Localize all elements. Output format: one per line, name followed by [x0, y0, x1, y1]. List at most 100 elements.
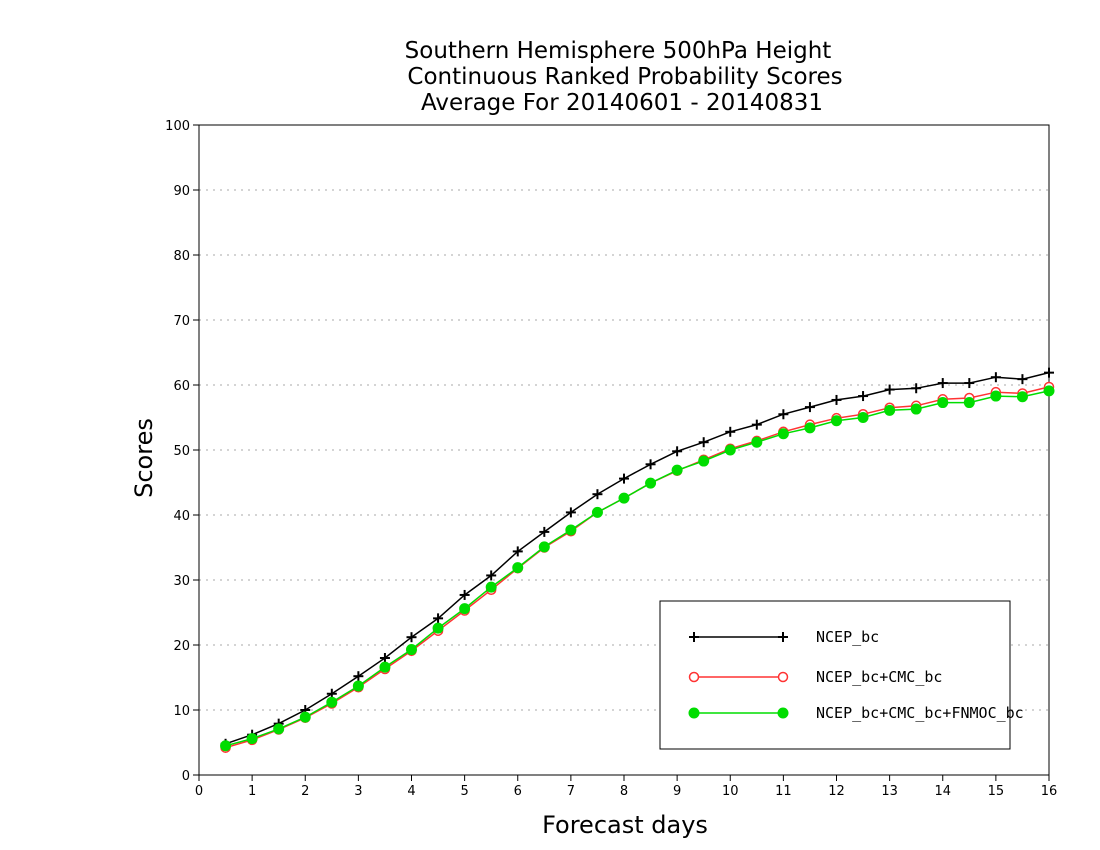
point-ncep-bc-28 — [964, 378, 975, 389]
x-tick-label-16: 16 — [1041, 784, 1058, 799]
y-axis: 0 10 20 30 40 50 60 70 80 90 100 — [165, 119, 199, 784]
point-ncep-bc-15 — [619, 473, 629, 484]
point-ncep-bc-cmc-bc-fnmoc-bc-29 — [990, 390, 1002, 402]
x-tick-label-15: 15 — [988, 784, 1005, 799]
x-axis: 0 1 2 3 4 5 6 7 8 9 10 11 12 13 14 15 16 — [195, 775, 1057, 799]
chart-title: Southern Hemisphere 500hPa Height Contin… — [405, 38, 843, 116]
x-tick-label-4: 4 — [407, 784, 415, 799]
legend-label-ncep-bc-cmc-bc: NCEP_bc+CMC_bc — [816, 668, 942, 686]
point-ncep-bc-30 — [1017, 374, 1028, 385]
x-tick-label-8: 8 — [620, 784, 628, 799]
point-ncep-bc-cmc-bc-fnmoc-bc-21 — [777, 428, 789, 440]
point-ncep-bc-6 — [379, 653, 390, 663]
point-ncep-bc-27 — [937, 378, 948, 389]
point-ncep-bc-cmc-bc-fnmoc-bc-1 — [246, 733, 258, 745]
point-ncep-bc-cmc-bc-fnmoc-bc-16 — [645, 477, 657, 489]
point-ncep-bc-cmc-bc-fnmoc-bc-19 — [724, 444, 736, 456]
point-ncep-bc-cmc-bc-fnmoc-bc-18 — [698, 455, 710, 467]
point-ncep-bc-17 — [672, 446, 683, 457]
point-ncep-bc-22 — [804, 402, 815, 413]
y-tick-label-40: 40 — [173, 509, 190, 524]
point-ncep-bc-cmc-bc-fnmoc-bc-5 — [352, 680, 364, 692]
point-ncep-bc-21 — [778, 409, 789, 420]
series-ncep-bc-cmc-bc-fnmoc-bc — [220, 385, 1055, 752]
legend-marker-end-ncep-bc-cmc-bc — [777, 671, 789, 683]
point-ncep-bc-23 — [831, 394, 842, 405]
y-tick-label-20: 20 — [173, 639, 190, 654]
legend-items: NCEP_bc NCEP_bc+CMC_bc NCEP_bc+CMC_bc+FNMO… — [688, 628, 1024, 722]
point-ncep-bc-cmc-bc-fnmoc-bc-14 — [591, 506, 603, 518]
legend-item-ncep-bc-cmc-bc: NCEP_bc+CMC_bc — [688, 668, 942, 686]
legend-marker-end-ncep-bc-cmc-bc-fnmoc-bc — [777, 707, 789, 719]
y-tick-label-0: 0 — [182, 769, 190, 784]
x-tick-label-10: 10 — [722, 784, 739, 799]
point-ncep-bc-13 — [565, 507, 576, 518]
legend-item-ncep-bc: NCEP_bc — [689, 628, 879, 646]
legend-marker-end-ncep-bc — [778, 632, 788, 642]
chart-title-line-2: Continuous Ranked Probability Scores — [407, 64, 842, 90]
x-axis-label: Forecast days — [542, 811, 708, 839]
point-ncep-bc-cmc-bc-fnmoc-bc-25 — [884, 404, 896, 416]
chart-title-line-1: Southern Hemisphere 500hPa Height — [405, 38, 832, 64]
point-ncep-bc-7 — [406, 632, 417, 643]
point-ncep-bc-cmc-bc-fnmoc-bc-6 — [379, 661, 391, 673]
point-ncep-bc-18 — [698, 437, 709, 448]
point-ncep-bc-cmc-bc-fnmoc-bc-8 — [432, 622, 444, 634]
point-ncep-bc-cmc-bc-fnmoc-bc-3 — [299, 711, 311, 723]
point-ncep-bc-cmc-bc-fnmoc-bc-26 — [910, 403, 922, 415]
legend-marker-start-ncep-bc — [689, 632, 699, 642]
point-ncep-bc-cmc-bc-fnmoc-bc-23 — [831, 415, 842, 427]
point-ncep-bc-cmc-bc-fnmoc-bc-27 — [937, 397, 949, 409]
legend-marker-start-ncep-bc-cmc-bc-fnmoc-bc — [688, 707, 700, 719]
point-ncep-bc-cmc-bc-fnmoc-bc-10 — [485, 581, 497, 593]
point-ncep-bc-19 — [725, 426, 736, 437]
point-ncep-bc-25 — [884, 384, 895, 395]
point-ncep-bc-16 — [645, 459, 656, 470]
point-ncep-bc-cmc-bc-fnmoc-bc-20 — [751, 436, 763, 448]
point-ncep-bc-cmc-bc-fnmoc-bc-22 — [804, 422, 816, 434]
x-tick-label-9: 9 — [673, 784, 681, 799]
point-ncep-bc-cmc-bc-fnmoc-bc-15 — [618, 492, 630, 504]
point-ncep-bc-31 — [1044, 367, 1054, 378]
point-ncep-bc-cmc-bc-fnmoc-bc-2 — [273, 723, 285, 735]
point-ncep-bc-9 — [459, 589, 470, 600]
x-tick-label-0: 0 — [195, 784, 203, 799]
point-ncep-bc-11 — [512, 546, 523, 557]
point-ncep-bc-cmc-bc-fnmoc-bc-9 — [459, 603, 471, 615]
x-tick-label-14: 14 — [934, 784, 951, 799]
chart-title-line-3: Average For 20140601 - 20140831 — [421, 90, 823, 116]
point-ncep-bc-29 — [990, 372, 1001, 383]
point-ncep-bc-10 — [486, 570, 497, 581]
y-tick-label-80: 80 — [173, 249, 190, 264]
point-ncep-bc-cmc-bc-fnmoc-bc-7 — [406, 644, 417, 656]
point-ncep-bc-8 — [433, 613, 444, 624]
x-tick-label-5: 5 — [460, 784, 468, 799]
y-tick-label-10: 10 — [173, 704, 190, 719]
point-ncep-bc-14 — [592, 489, 603, 500]
point-ncep-bc-26 — [911, 383, 922, 394]
point-ncep-bc-cmc-bc-fnmoc-bc-30 — [1016, 391, 1028, 403]
point-ncep-bc-cmc-bc-fnmoc-bc-0 — [220, 740, 232, 752]
y-tick-label-100: 100 — [165, 119, 190, 134]
x-tick-label-12: 12 — [828, 784, 845, 799]
y-tick-label-70: 70 — [173, 314, 190, 329]
point-ncep-bc-5 — [353, 671, 364, 682]
point-ncep-bc-cmc-bc-fnmoc-bc-28 — [963, 397, 975, 409]
x-tick-label-6: 6 — [514, 784, 522, 799]
point-ncep-bc-24 — [858, 391, 869, 402]
legend-box — [659, 600, 1011, 750]
y-tick-label-30: 30 — [173, 574, 190, 589]
legend-marker-start-ncep-bc-cmc-bc — [688, 671, 700, 683]
legend: NCEP_bc NCEP_bc+CMC_bc NCEP_bc+CMC_bc+FNMO… — [659, 600, 1024, 750]
y-tick-label-50: 50 — [173, 444, 190, 459]
x-tick-label-2: 2 — [301, 784, 309, 799]
x-tick-label-11: 11 — [775, 784, 792, 799]
y-tick-label-90: 90 — [173, 184, 190, 199]
point-ncep-bc-cmc-bc-fnmoc-bc-4 — [326, 696, 338, 708]
x-tick-label-1: 1 — [248, 784, 256, 799]
legend-label-ncep-bc-cmc-bc-fnmoc-bc: NCEP_bc+CMC_bc+FNMOC_bc — [816, 704, 1024, 722]
y-axis-label: Scores — [130, 418, 158, 498]
point-ncep-bc-cmc-bc-fnmoc-bc-11 — [512, 562, 524, 574]
legend-item-ncep-bc-cmc-bc-fnmoc-bc: NCEP_bc+CMC_bc+FNMOC_bc — [688, 704, 1024, 722]
